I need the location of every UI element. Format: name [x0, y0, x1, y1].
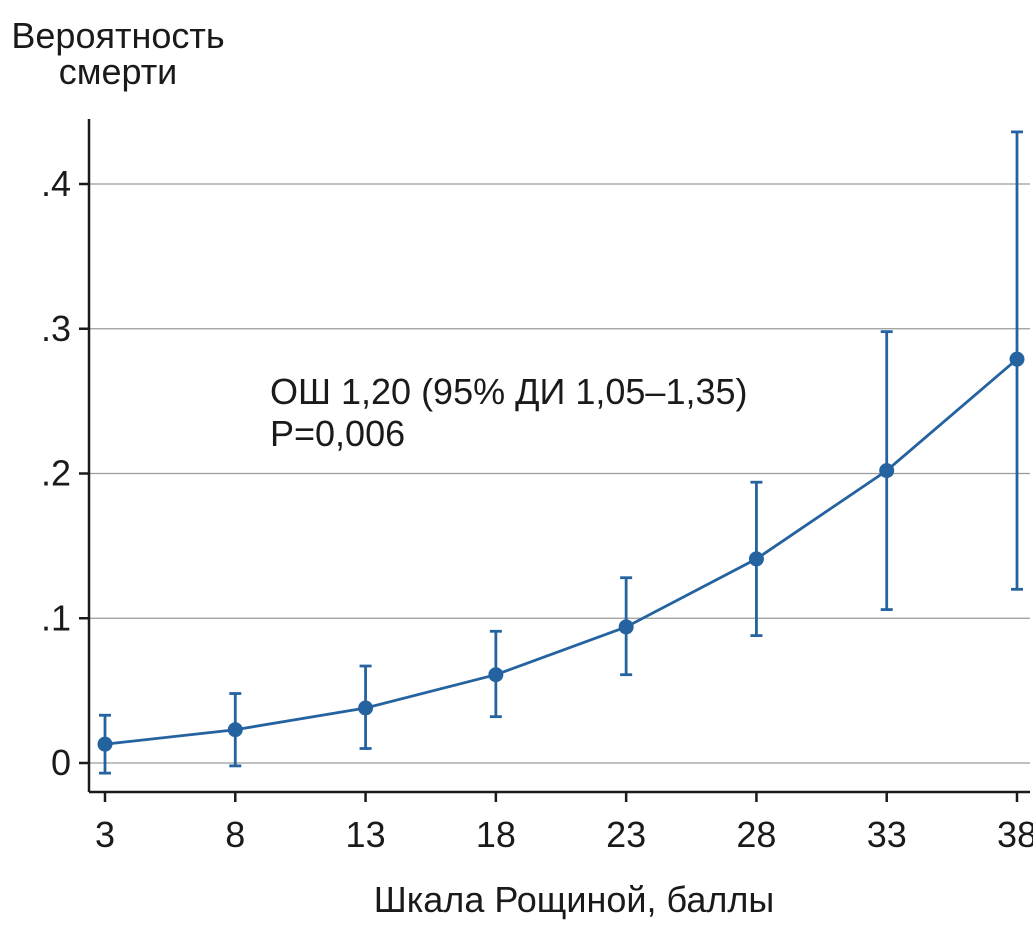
data-point — [97, 736, 113, 752]
y-axis-title-line-2: смерти — [59, 51, 178, 92]
grid-lines — [89, 183, 1030, 764]
x-ticks: 3 8 13 18 23 28 33 38 — [95, 792, 1033, 855]
x-tick-label: 28 — [736, 814, 776, 855]
x-tick-label: 8 — [225, 814, 245, 855]
series-line — [104, 358, 1018, 746]
y-tick-label: .3 — [41, 308, 71, 349]
x-tick-label: 33 — [867, 814, 907, 855]
data-point — [488, 667, 504, 683]
series — [97, 130, 1025, 775]
x-tick-label: 3 — [95, 814, 115, 855]
x-tick-label: 18 — [476, 814, 516, 855]
x-tick-label: 23 — [606, 814, 646, 855]
annotation-p-value: P=0,006 — [270, 413, 405, 454]
y-tick-label: .2 — [41, 453, 71, 494]
y-tick-label: 0 — [51, 742, 71, 783]
y-tick-label: .1 — [41, 597, 71, 638]
data-point — [1009, 351, 1025, 367]
data-point — [748, 551, 764, 567]
x-tick-label: 38 — [997, 814, 1033, 855]
y-tick-label: .4 — [41, 163, 71, 204]
data-point — [879, 463, 895, 479]
y-ticks: 0 .1 .2 .3 .4 — [41, 163, 89, 783]
y-axis-title-line-1: Вероятность — [11, 15, 224, 56]
x-tick-label: 13 — [346, 814, 386, 855]
annotation-odds-ratio: ОШ 1,20 (95% ДИ 1,05–1,35) — [270, 371, 748, 412]
data-point — [358, 700, 374, 716]
x-axis-title: Шкала Рощиной, баллы — [374, 879, 774, 920]
axes — [87, 119, 1030, 794]
data-point — [227, 722, 243, 738]
data-point — [618, 619, 634, 635]
